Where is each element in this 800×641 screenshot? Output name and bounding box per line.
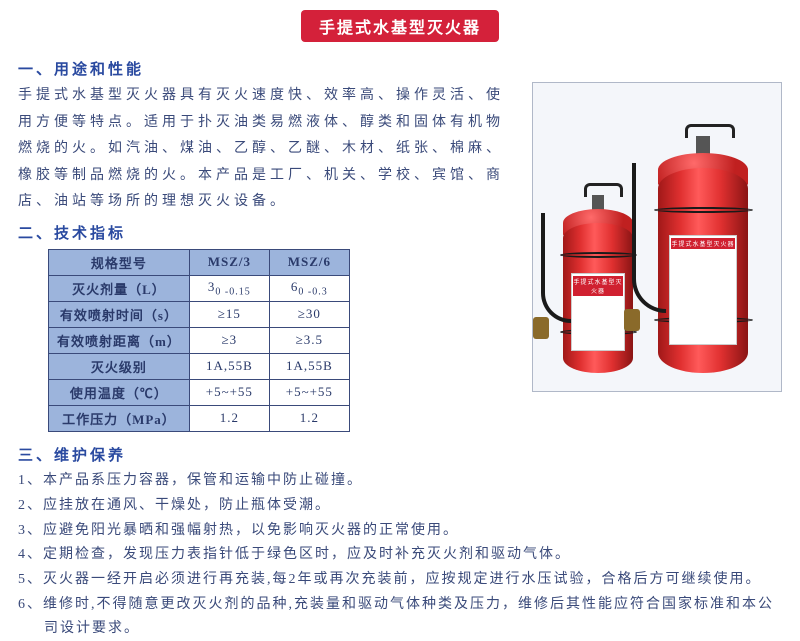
cell: 30 -0.15	[189, 275, 269, 301]
tolerance: 0 -0.15	[215, 287, 250, 298]
tolerance: 0 -0.3	[298, 287, 327, 298]
th-msz6: MSZ/6	[269, 249, 349, 275]
cell: ≥3.5	[269, 327, 349, 353]
table-row: 使用温度（℃） +5~+55 +5~+55	[49, 379, 350, 405]
cell: +5~+55	[269, 379, 349, 405]
title-bar: 手提式水基型灭火器	[18, 10, 782, 42]
cell: ≥30	[269, 301, 349, 327]
cell: 1.2	[189, 405, 269, 431]
main-columns: 一、用途和性能 手提式水基型灭火器具有灭火速度快、效率高、操作灵活、使用方便等特…	[18, 52, 782, 438]
list-item: 1、本产品系压力容器，保管和运输中防止碰撞。	[18, 469, 782, 493]
row-label: 使用温度（℃）	[49, 379, 190, 405]
section3-heading: 三、维护保养	[18, 444, 782, 465]
table-row: 工作压力（MPa） 1.2 1.2	[49, 405, 350, 431]
spec-table: 规格型号 MSZ/3 MSZ/6 灭火剂量（L） 30 -0.15 60 -0.…	[48, 249, 350, 432]
row-label: 有效喷射时间（s）	[49, 301, 190, 327]
cell: +5~+55	[189, 379, 269, 405]
product-image: 手提式水基型灭火器 手提式水基型灭火器	[532, 82, 782, 392]
list-item: 2、应挂放在通风、干燥处，防止瓶体受潮。	[18, 494, 782, 518]
table-row: 有效喷射距离（m） ≥3 ≥3.5	[49, 327, 350, 353]
row-label: 有效喷射距离（m）	[49, 327, 190, 353]
cell: 1A,55B	[189, 353, 269, 379]
row-label: 工作压力（MPa）	[49, 405, 190, 431]
table-header-row: 规格型号 MSZ/3 MSZ/6	[49, 249, 350, 275]
table-row: 灭火剂量（L） 30 -0.15 60 -0.3	[49, 275, 350, 301]
section1-heading: 一、用途和性能	[18, 58, 514, 79]
left-column: 一、用途和性能 手提式水基型灭火器具有灭火速度快、效率高、操作灵活、使用方便等特…	[18, 52, 514, 438]
ext-label: 手提式水基型灭火器	[573, 276, 622, 296]
extinguisher-small-icon: 手提式水基型灭火器	[563, 173, 633, 373]
list-item: 3、应避免阳光暴晒和强幅射热，以免影响灭火器的正常使用。	[18, 519, 782, 543]
cell: 60 -0.3	[269, 275, 349, 301]
list-item: 4、定期检查，发现压力表指针低于绿色区时，应及时补充灭火剂和驱动气体。	[18, 543, 782, 567]
th-model: 规格型号	[49, 249, 190, 275]
cell: ≥3	[189, 327, 269, 353]
row-label: 灭火剂量（L）	[49, 275, 190, 301]
section1-text: 手提式水基型灭火器具有灭火速度快、效率高、操作灵活、使用方便等特点。适用于扑灭油…	[18, 83, 514, 216]
right-column: 手提式水基型灭火器 手提式水基型灭火器	[532, 52, 782, 438]
th-msz3: MSZ/3	[189, 249, 269, 275]
list-item: 6、维修时,不得随意更改灭火剂的品种,充装量和驱动气体种类及压力，维修后其性能应…	[18, 593, 782, 641]
cell: ≥15	[189, 301, 269, 327]
table-row: 灭火级别 1A,55B 1A,55B	[49, 353, 350, 379]
row-label: 灭火级别	[49, 353, 190, 379]
ext-label: 手提式水基型灭火器	[671, 238, 735, 249]
extinguisher-large-icon: 手提式水基型灭火器	[658, 113, 748, 373]
section2-heading: 二、技术指标	[18, 222, 514, 243]
table-row: 有效喷射时间（s） ≥15 ≥30	[49, 301, 350, 327]
document-title: 手提式水基型灭火器	[301, 10, 499, 42]
maintenance-list: 1、本产品系压力容器，保管和运输中防止碰撞。 2、应挂放在通风、干燥处，防止瓶体…	[18, 469, 782, 641]
cell: 1A,55B	[269, 353, 349, 379]
cell: 1.2	[269, 405, 349, 431]
